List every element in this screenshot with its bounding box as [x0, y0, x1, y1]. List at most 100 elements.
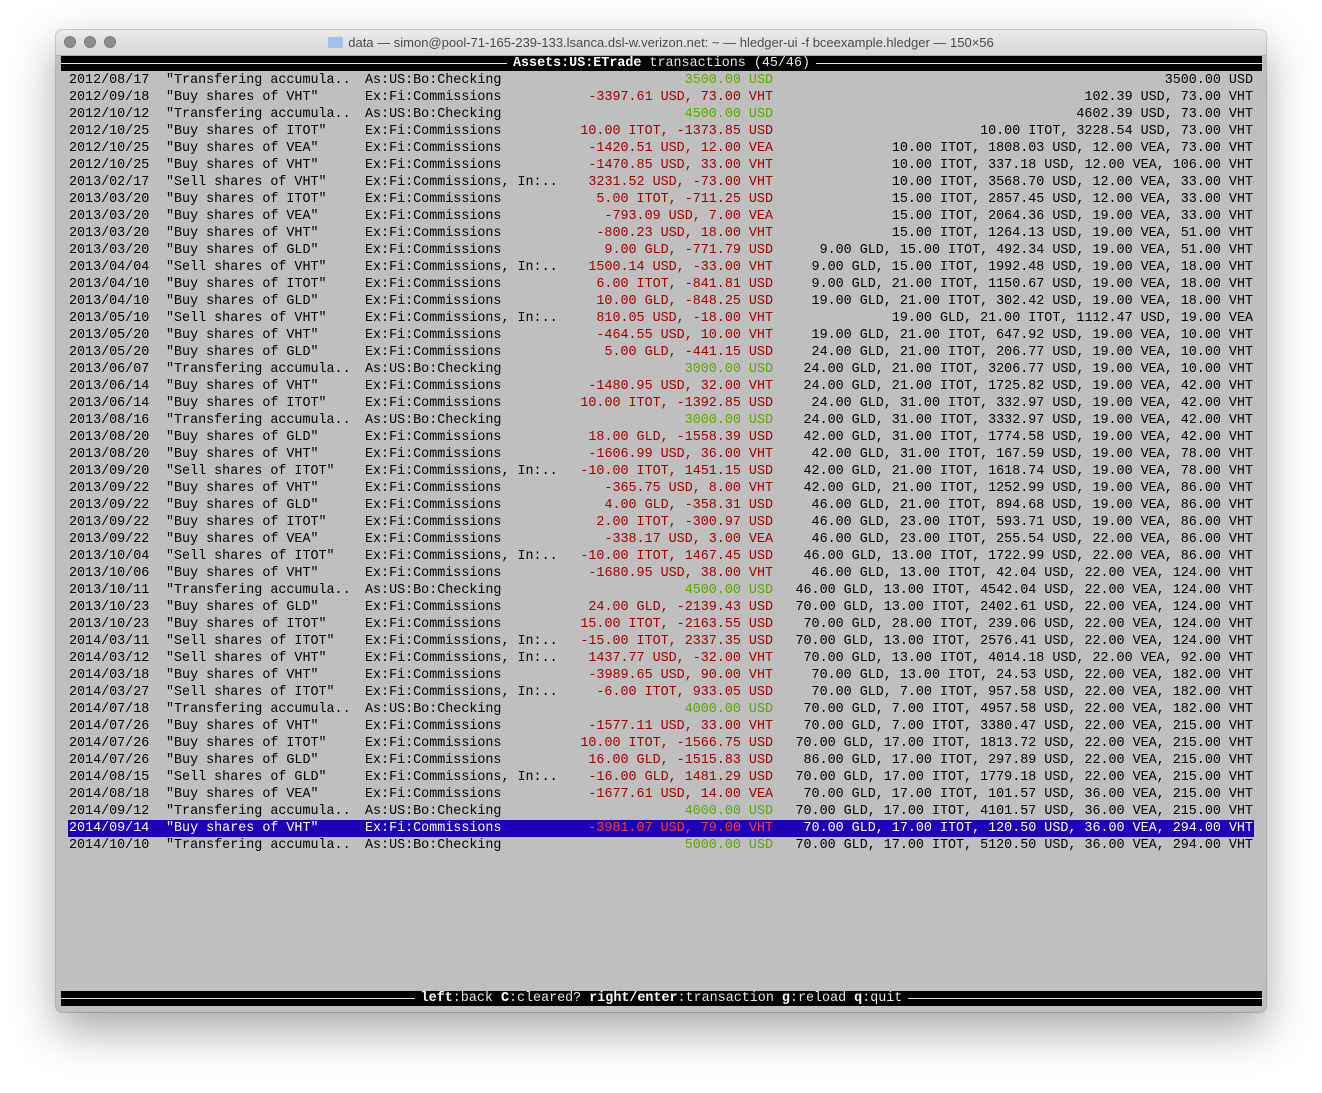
transaction-row[interactable]: 2013/04/10 "Buy shares of ITOT" Ex:Fi:Comm…: [68, 276, 1254, 293]
transaction-row[interactable]: 2014/07/26 "Buy shares of GLD" Ex:Fi:Commi…: [68, 752, 1254, 769]
transaction-row[interactable]: 2014/07/18 "Transfering accumula.. As:US:B…: [68, 701, 1254, 718]
transaction-row[interactable]: 2013/10/11 "Transfering accumula.. As:US:B…: [68, 582, 1254, 599]
amount-change: 15.00 ITOT, -2163.55 USD: [580, 617, 773, 632]
transaction-row[interactable]: 2013/10/06 "Buy shares of VHT" Ex:Fi:Commi…: [68, 565, 1254, 582]
transaction-row[interactable]: 2013/09/22 "Buy shares of ITOT" Ex:Fi:Comm…: [68, 514, 1254, 531]
transaction-description: "Buy shares of VEA": [166, 141, 319, 156]
transaction-date: 2012/10/25: [69, 124, 150, 139]
transaction-row[interactable]: 2013/10/23 "Buy shares of ITOT" Ex:Fi:Comm…: [68, 616, 1254, 633]
transaction-row[interactable]: 2012/10/25 "Buy shares of VHT" Ex:Fi:Commi…: [68, 157, 1254, 174]
other-accounts: Ex:Fi:Commissions: [365, 736, 502, 751]
transaction-description: "Buy shares of GLD": [166, 753, 319, 768]
amount-change: 16.00 GLD, -1515.83 USD: [588, 753, 773, 768]
key-name: g: [781, 991, 790, 1006]
transaction-row[interactable]: 2013/06/07 "Transfering accumula.. As:US:B…: [68, 361, 1254, 378]
transaction-row[interactable]: 2013/09/22 "Buy shares of VEA" Ex:Fi:Commi…: [68, 531, 1254, 548]
transaction-date: 2012/09/18: [69, 90, 150, 105]
transaction-row[interactable]: 2014/03/18 "Buy shares of VHT" Ex:Fi:Commi…: [68, 667, 1254, 684]
transaction-row[interactable]: 2012/10/25 "Buy shares of VEA" Ex:Fi:Commi…: [68, 140, 1254, 157]
transaction-date: 2014/10/10: [69, 838, 150, 853]
zoom-button[interactable]: [104, 36, 116, 48]
other-accounts: As:US:Bo:Checking: [365, 362, 502, 377]
running-balance: 46.00 GLD, 23.00 ITOT, 255.54 USD, 22.00…: [811, 532, 1253, 547]
transaction-row[interactable]: 2014/07/26 "Buy shares of ITOT" Ex:Fi:Comm…: [68, 735, 1254, 752]
other-accounts: Ex:Fi:Commissions, In:..: [365, 464, 558, 479]
transaction-row-selected[interactable]: 2014/09/14 "Buy shares of VHT" Ex:Fi:Commi…: [68, 820, 1254, 837]
transaction-row[interactable]: 2013/03/20 "Buy shares of VHT" Ex:Fi:Commi…: [68, 225, 1254, 242]
other-accounts: Ex:Fi:Commissions: [365, 481, 502, 496]
transaction-row[interactable]: 2013/06/14 "Buy shares of VHT" Ex:Fi:Commi…: [68, 378, 1254, 395]
transaction-row[interactable]: 2014/03/11 "Sell shares of ITOT" Ex:Fi:Com…: [68, 633, 1254, 650]
transaction-row[interactable]: 2014/03/27 "Sell shares of ITOT" Ex:Fi:Com…: [68, 684, 1254, 701]
transaction-row[interactable]: 2013/02/17 "Sell shares of VHT" Ex:Fi:Comm…: [68, 174, 1254, 191]
running-balance: 24.00 GLD, 21.00 ITOT, 1725.82 USD, 19.0…: [803, 379, 1253, 394]
transaction-row[interactable]: 2013/03/20 "Buy shares of VEA" Ex:Fi:Commi…: [68, 208, 1254, 225]
terminal-screen[interactable]: Assets:US:ETrade transactions (45/46) 20…: [61, 55, 1262, 1007]
amount-change: 9.00 GLD, -771.79 USD: [604, 243, 773, 258]
key-name: q: [854, 991, 863, 1006]
running-balance: 9.00 GLD, 15.00 ITOT, 492.34 USD, 19.00 …: [819, 243, 1253, 258]
transaction-description: "Buy shares of GLD": [166, 294, 319, 309]
transaction-row[interactable]: 2013/05/20 "Buy shares of GLD" Ex:Fi:Commi…: [68, 344, 1254, 361]
transaction-row[interactable]: 2014/03/12 "Sell shares of VHT" Ex:Fi:Comm…: [68, 650, 1254, 667]
running-balance: 70.00 GLD, 13.00 ITOT, 4014.18 USD, 22.0…: [803, 651, 1253, 666]
transaction-row[interactable]: 2014/08/15 "Sell shares of GLD" Ex:Fi:Comm…: [68, 769, 1254, 786]
transaction-row[interactable]: 2014/09/12 "Transfering accumula.. As:US:B…: [68, 803, 1254, 820]
amount-change: -1680.95 USD, 38.00 VHT: [588, 566, 773, 581]
transaction-description: "Buy shares of VEA": [166, 209, 319, 224]
other-accounts: Ex:Fi:Commissions: [365, 209, 502, 224]
transaction-row[interactable]: 2013/08/16 "Transfering accumula.. As:US:B…: [68, 412, 1254, 429]
transaction-row[interactable]: 2013/09/22 "Buy shares of GLD" Ex:Fi:Commi…: [68, 497, 1254, 514]
transaction-date: 2014/07/26: [69, 719, 150, 734]
close-button[interactable]: [64, 36, 76, 48]
transaction-row[interactable]: 2012/10/12 "Transfering accumula.. As:US:B…: [68, 106, 1254, 123]
other-accounts: Ex:Fi:Commissions, In:..: [365, 634, 558, 649]
transaction-description: "Transfering accumula..: [166, 804, 351, 819]
transaction-date: 2014/09/12: [69, 804, 150, 819]
window-title-text: data — simon@pool-71-165-239-133.lsanca.…: [348, 35, 994, 50]
key-hint: C:cleared?: [501, 991, 581, 1006]
transaction-row[interactable]: 2013/04/10 "Buy shares of GLD" Ex:Fi:Commi…: [68, 293, 1254, 310]
transaction-row[interactable]: 2012/10/25 "Buy shares of ITOT" Ex:Fi:Comm…: [68, 123, 1254, 140]
header-label: transactions: [649, 56, 746, 71]
transaction-row[interactable]: 2013/05/20 "Buy shares of VHT" Ex:Fi:Commi…: [68, 327, 1254, 344]
transaction-description: "Buy shares of GLD": [166, 345, 319, 360]
transaction-date: 2014/07/18: [69, 702, 150, 717]
other-accounts: Ex:Fi:Commissions: [365, 566, 502, 581]
running-balance: 70.00 GLD, 28.00 ITOT, 239.06 USD, 22.00…: [803, 617, 1253, 632]
transaction-date: 2013/02/17: [69, 175, 150, 190]
transaction-row[interactable]: 2013/08/20 "Buy shares of VHT" Ex:Fi:Commi…: [68, 446, 1254, 463]
transaction-date: 2013/10/23: [69, 617, 150, 632]
transaction-row[interactable]: 2013/10/04 "Sell shares of ITOT" Ex:Fi:Com…: [68, 548, 1254, 565]
transaction-row[interactable]: 2013/06/14 "Buy shares of ITOT" Ex:Fi:Comm…: [68, 395, 1254, 412]
transaction-description: "Sell shares of ITOT": [166, 549, 335, 564]
running-balance: 9.00 GLD, 15.00 ITOT, 1992.48 USD, 19.00…: [811, 260, 1253, 275]
transaction-row[interactable]: 2013/09/20 "Sell shares of ITOT" Ex:Fi:Com…: [68, 463, 1254, 480]
running-balance: 15.00 ITOT, 1264.13 USD, 19.00 VEA, 51.0…: [891, 226, 1253, 241]
key-name: left: [420, 991, 453, 1006]
transaction-row[interactable]: 2013/04/04 "Sell shares of VHT" Ex:Fi:Comm…: [68, 259, 1254, 276]
running-balance: 70.00 GLD, 7.00 ITOT, 4957.58 USD, 22.00…: [803, 702, 1253, 717]
other-accounts: Ex:Fi:Commissions: [365, 124, 502, 139]
transaction-description: "Buy shares of VHT": [166, 158, 319, 173]
help-footer: left:back C:cleared? right/enter:transac…: [61, 991, 1262, 1006]
minimize-button[interactable]: [84, 36, 96, 48]
transaction-row[interactable]: 2013/10/23 "Buy shares of GLD" Ex:Fi:Commi…: [68, 599, 1254, 616]
transaction-row[interactable]: 2013/05/10 "Sell shares of VHT" Ex:Fi:Comm…: [68, 310, 1254, 327]
transaction-row[interactable]: 2014/07/26 "Buy shares of VHT" Ex:Fi:Commi…: [68, 718, 1254, 735]
amount-change: 3000.00 USD: [684, 362, 773, 377]
transaction-row[interactable]: 2012/08/17 "Transfering accumula.. As:US:B…: [68, 72, 1254, 89]
transaction-description: "Transfering accumula..: [166, 838, 351, 853]
transaction-description: "Buy shares of GLD": [166, 600, 319, 615]
transaction-row[interactable]: 2013/08/20 "Buy shares of GLD" Ex:Fi:Commi…: [68, 429, 1254, 446]
amount-change: -1577.11 USD, 33.00 VHT: [588, 719, 773, 734]
transaction-row[interactable]: 2012/09/18 "Buy shares of VHT" Ex:Fi:Commi…: [68, 89, 1254, 106]
key-hint: q:quit: [854, 991, 902, 1006]
transaction-row[interactable]: 2013/03/20 "Buy shares of GLD" Ex:Fi:Commi…: [68, 242, 1254, 259]
transaction-row[interactable]: 2013/09/22 "Buy shares of VHT" Ex:Fi:Commi…: [68, 480, 1254, 497]
transaction-row[interactable]: 2013/03/20 "Buy shares of ITOT" Ex:Fi:Comm…: [68, 191, 1254, 208]
transaction-row[interactable]: 2014/08/18 "Buy shares of VEA" Ex:Fi:Commi…: [68, 786, 1254, 803]
transaction-description: "Buy shares of GLD": [166, 498, 319, 513]
transaction-row[interactable]: 2014/10/10 "Transfering accumula.. As:US:B…: [68, 837, 1254, 854]
running-balance: 10.00 ITOT, 337.18 USD, 12.00 VEA, 106.0…: [891, 158, 1253, 173]
